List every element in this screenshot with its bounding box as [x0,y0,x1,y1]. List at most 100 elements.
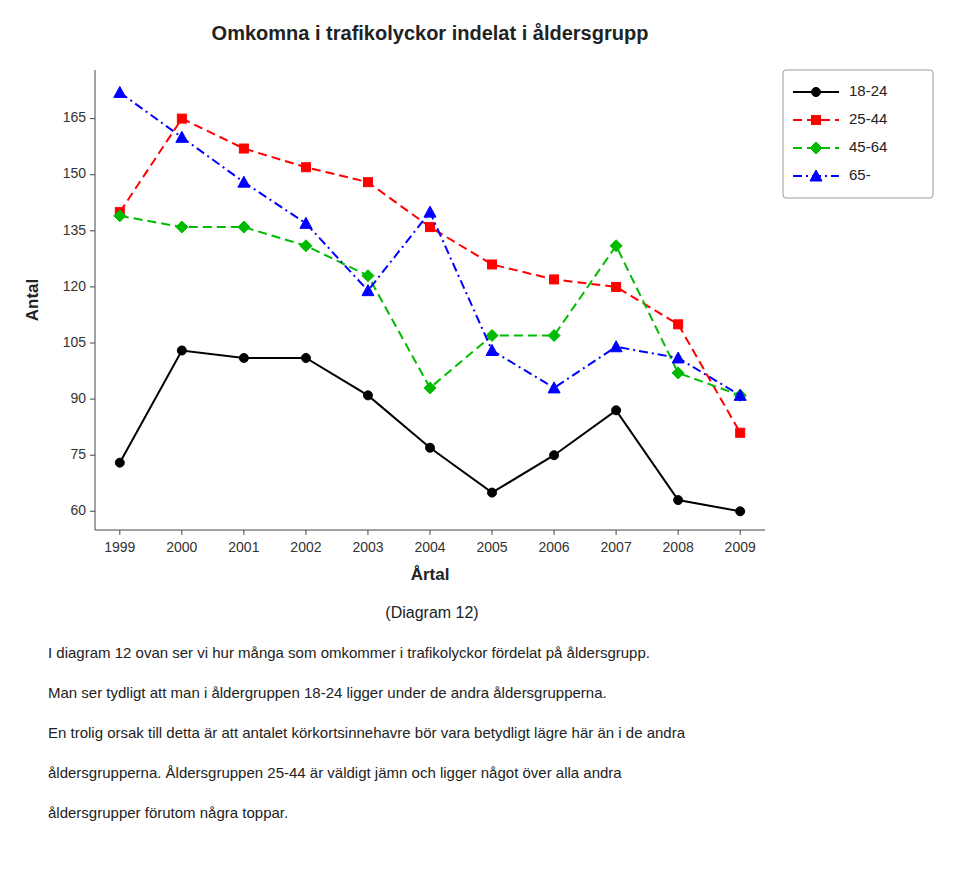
point [115,458,124,467]
point [114,210,126,222]
point [238,221,250,233]
legend: 18-24 25-44 45-64 65- [783,70,933,198]
point [426,443,435,452]
x-tick [181,530,182,535]
caption: (Diagram 12) [385,604,478,621]
point [362,285,374,296]
y-axis-label: Antal [23,279,42,322]
x-tick [492,530,493,535]
point [426,223,435,232]
x-tick-label: 2006 [538,539,569,555]
x-tick-label: 2005 [476,539,507,555]
point [736,507,745,516]
y-tick-label: 150 [63,165,87,181]
y-axis-line [95,70,96,530]
x-tick-label: 2004 [414,539,445,555]
point [177,114,186,123]
point [610,341,622,352]
point [550,451,559,460]
y-tick [90,343,95,344]
point [672,367,684,379]
legend-marker [810,142,822,154]
point [610,240,622,252]
y-tick-label: 120 [63,278,87,294]
y-tick [90,118,95,119]
title: Omkomna i trafikolyckor indelat i ålders… [212,22,649,44]
body-text: I diagram 12 ovan ser vi hur många som o… [48,644,650,661]
x-tick [243,530,244,535]
point [612,282,621,291]
legend-label: 18-24 [849,82,887,99]
y-tick-label: 135 [63,222,87,238]
x-tick-label: 2001 [228,539,259,555]
x-tick [554,530,555,535]
x-tick-label: 2009 [725,539,756,555]
legend-label: 65- [849,166,871,183]
point [424,382,436,394]
legend-marker [812,88,821,97]
y-tick-label: 60 [70,502,86,518]
point [548,382,560,393]
y-tick [90,286,95,287]
legend-label: 25-44 [849,110,887,127]
x-tick [305,530,306,535]
point [548,330,560,342]
legend-box [783,70,933,198]
point [734,389,746,401]
legend-label: 45-64 [849,138,887,155]
legend-marker [812,116,821,125]
plot-area [114,86,746,515]
point [363,178,372,187]
series-line [120,216,740,396]
point [488,488,497,497]
point [301,163,310,172]
x-tick-label: 2000 [166,539,197,555]
point [363,391,372,400]
point [736,428,745,437]
point [612,406,621,415]
point [176,131,188,142]
point [300,240,312,252]
point [238,176,250,187]
series-line [120,350,740,511]
y-tick [90,455,95,456]
x-tick [367,530,368,535]
point [674,320,683,329]
body-text: Man ser tydligt att man i åldergruppen 1… [48,684,607,701]
y-tick [90,174,95,175]
y-tick [90,511,95,512]
y-tick [90,399,95,400]
point [734,389,746,400]
point [114,86,126,97]
point [362,270,374,282]
series-line [120,92,740,395]
x-tick [430,530,431,535]
x-tick [740,530,741,535]
y-tick-label: 165 [63,109,87,125]
y-tick [90,230,95,231]
point [239,353,248,362]
x-axis-label: Årtal [411,565,450,584]
legend-marker [810,170,822,181]
series-line [120,119,740,433]
point [300,217,312,228]
point [177,346,186,355]
point [176,221,188,233]
body-text: En trolig orsak till detta är att antale… [48,724,686,741]
point [674,496,683,505]
x-tick [678,530,679,535]
x-tick [616,530,617,535]
y-tick-label: 75 [70,446,86,462]
point [301,353,310,362]
point [550,275,559,284]
point [486,344,498,355]
x-tick-label: 2007 [601,539,632,555]
y-tick-label: 105 [63,334,87,350]
x-tick-label: 2008 [663,539,694,555]
x-tick-label: 2002 [290,539,321,555]
x-tick [119,530,120,535]
x-tick-label: 1999 [104,539,135,555]
body-text: åldersgrupperna. Åldersgruppen 25-44 är … [48,764,622,781]
chart: Omkomna i trafikolyckor indelat i ålders… [0,0,960,869]
body-text: åldersgrupper förutom några toppar. [48,804,288,821]
